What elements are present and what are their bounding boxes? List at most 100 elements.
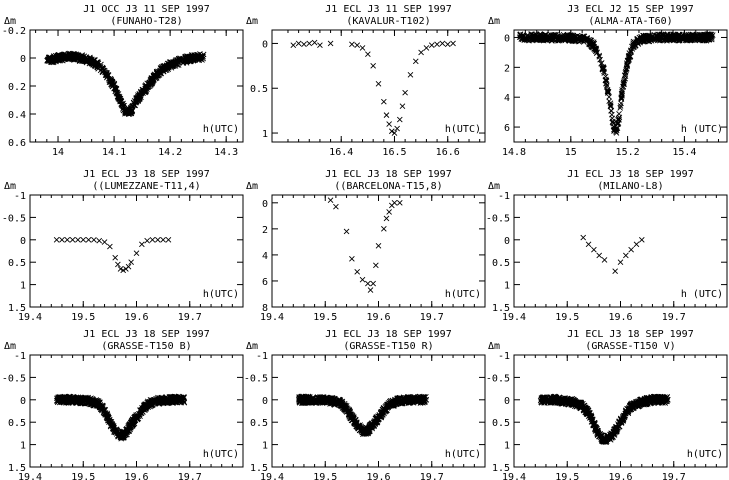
data-point [620,415,627,422]
y-axis-label: Δm [4,181,16,192]
data-point [556,35,563,42]
chart-title-line: J1 ECL J3 18 SEP 1997 [567,169,693,180]
data-point [117,266,124,272]
data-point [622,412,629,419]
data-point [662,34,669,41]
data-series [516,31,716,136]
y-tick-label: -1 [256,351,268,362]
y-tick-label: 0 [262,396,268,407]
data-point [619,92,625,99]
y-tick-label: 0.5 [492,418,510,429]
data-point [444,41,451,48]
chart-panel-6: J1 ECL J3 18 SEP 1997(MILANO-L8) Δm 19.4 19… [486,169,728,323]
data-point [295,40,302,47]
data-point [128,420,135,426]
data-point [82,58,89,65]
data-point [591,420,598,426]
data-point [386,121,392,127]
data-point [381,98,387,105]
data-point [651,396,658,402]
data-point [301,41,307,48]
data-point [388,128,395,135]
chart-title-line: (GRASSE-T150 V) [585,341,675,352]
y-tick-label: -1 [14,351,26,362]
data-point [564,396,570,402]
data-point [64,55,71,61]
data-point [620,84,627,90]
data-point [124,426,130,433]
data-point [619,87,625,93]
x-tick-label: 19.4 [502,472,526,480]
y-tick-label: 0 [504,236,510,247]
y-tick-label: 2 [504,63,510,74]
data-point [580,234,587,241]
chart-title-line: (MILANO-L8) [597,181,663,192]
y-tick-label: 6 [262,277,268,288]
data-point [343,406,349,413]
data-point [551,397,557,403]
y-tick-label: 0.4 [8,110,26,121]
y-tick-label: 0 [20,236,26,247]
chart-panel-4: J1 ECL J3 18 SEP 1997((LUMEZZANE-T11,4) Δ… [2,169,244,323]
data-point [149,236,156,243]
data-point [97,406,104,413]
data-point [354,42,361,49]
data-series [580,234,645,274]
x-tick-label: 19.6 [124,472,148,480]
data-point [339,402,346,408]
y-tick-label: 0.2 [8,82,26,93]
data-point [590,40,596,47]
x-axis-label: h(UTC) [445,449,481,460]
data-point [638,236,645,243]
data-point [384,403,390,409]
data-point [383,215,390,222]
data-point [134,413,140,420]
data-point [694,33,701,40]
data-point [673,34,680,41]
y-tick-label: 1 [20,441,26,452]
data-point [607,102,614,108]
data-point [325,395,332,402]
data-point [423,45,430,51]
y-tick-label: 0 [20,396,26,407]
data-point [97,67,104,74]
data-point [132,102,138,109]
data-point [394,398,401,405]
data-point [623,409,629,416]
x-tick-label: 19.5 [71,312,95,323]
data-point [166,64,172,71]
data-point [709,32,716,38]
chart-title-line: J1 ECL J3 18 SEP 1997 [325,329,451,340]
x-axis-label: h(UTC) [445,289,481,300]
data-point [561,36,568,42]
data-point [53,236,60,243]
chart-title-line: (GRASSE-T150 B) [101,341,191,352]
data-point [111,81,118,88]
data-point [174,62,180,68]
data-point [701,32,708,38]
data-point [80,236,87,243]
data-point [53,58,59,65]
data-point [518,34,524,40]
data-point [648,38,655,44]
data-point [349,41,355,48]
data-point [532,34,538,40]
y-tick-label: 0.5 [250,84,268,95]
data-point [74,52,80,59]
x-tick-label: 16.6 [436,147,460,158]
data-point [615,116,621,123]
data-point [175,62,182,68]
data-point [365,51,371,58]
data-point [585,241,592,248]
data-point [612,268,618,274]
data-point [351,419,358,425]
data-point [675,34,682,41]
x-axis-label: h(UTC) [203,449,239,460]
data-point [359,276,366,283]
data-point [386,209,392,215]
chart-title-line: (FUNAHO-T28) [110,16,182,27]
y-tick-label: 0 [504,396,510,407]
data-point [302,398,309,405]
data-point [49,56,56,63]
